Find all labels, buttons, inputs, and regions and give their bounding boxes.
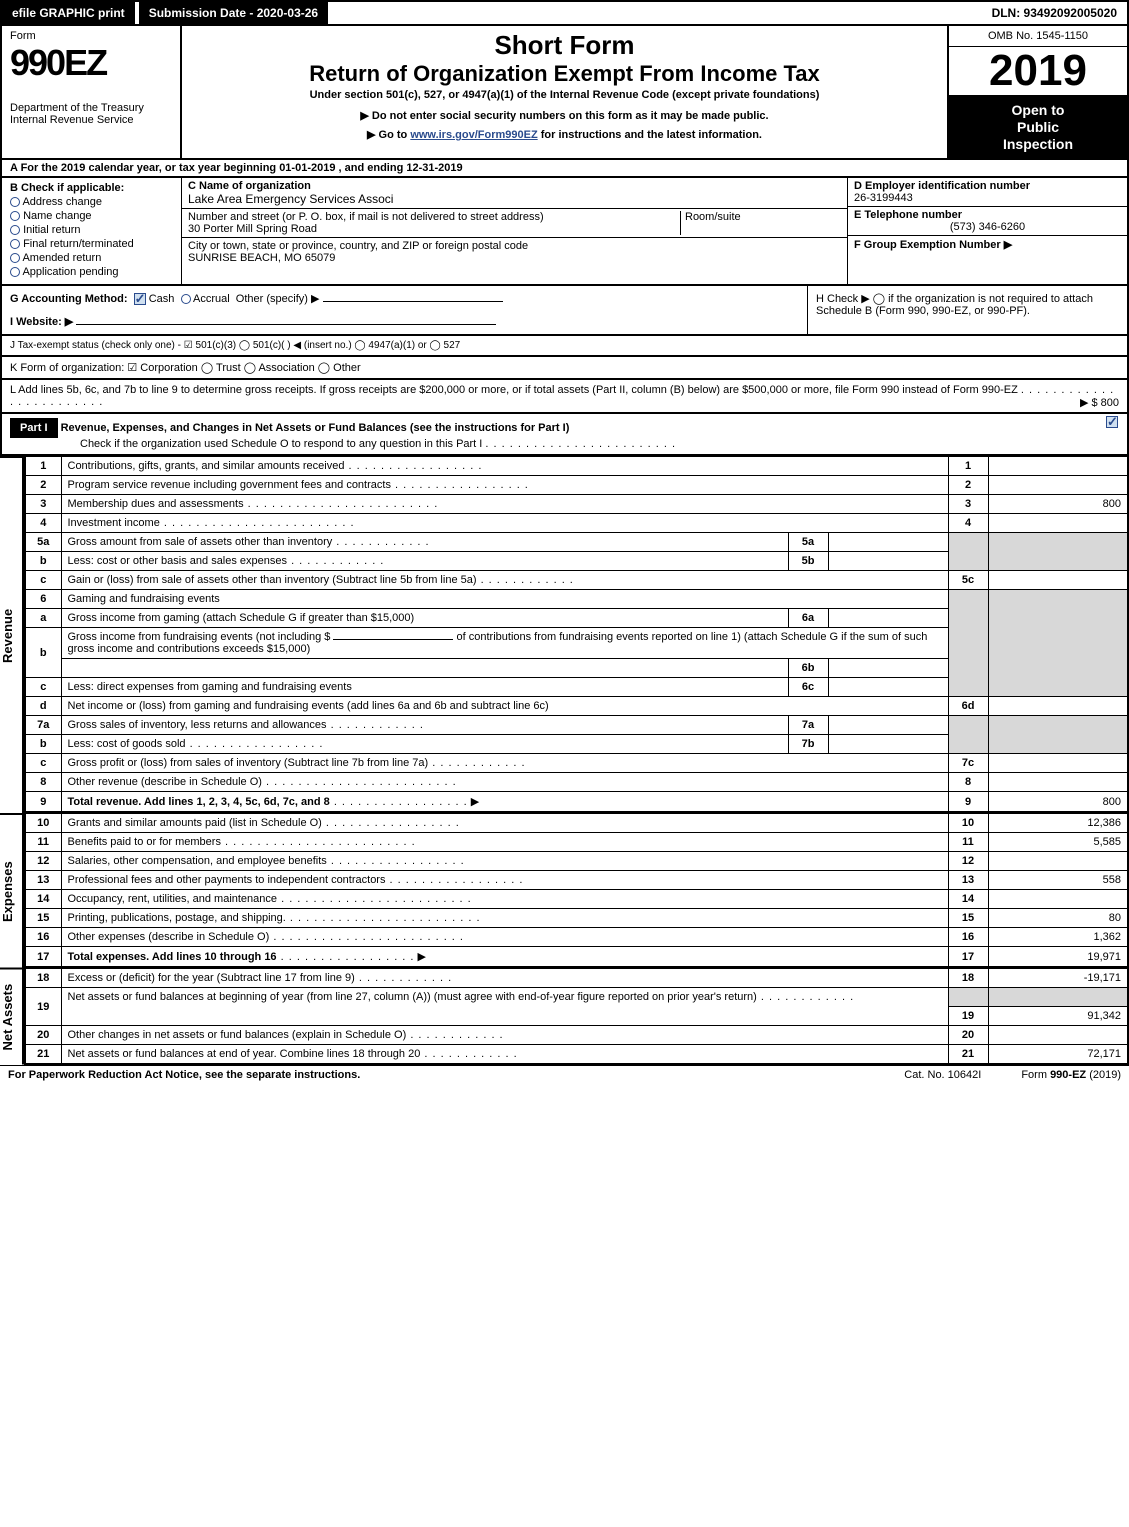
line-9-total-revenue: 800: [988, 792, 1128, 813]
row-j: J Tax-exempt status (check only one) - ☑…: [0, 336, 1129, 357]
chk-accrual[interactable]: [181, 294, 191, 304]
net-assets-section: Net Assets 18Excess or (deficit) for the…: [0, 968, 1129, 1065]
city-value: SUNRISE BEACH, MO 65079: [188, 252, 841, 264]
form-number: 990EZ: [10, 42, 172, 84]
phone-value: (573) 346-6260: [854, 221, 1121, 233]
chk-final-return[interactable]: Final return/terminated: [10, 238, 173, 250]
row-l: L Add lines 5b, 6c, and 7b to line 9 to …: [0, 380, 1129, 414]
line-18-amount: -19,171: [988, 969, 1128, 988]
revenue-section: Revenue 1Contributions, gifts, grants, a…: [0, 456, 1129, 813]
chk-application-pending[interactable]: Application pending: [10, 266, 173, 278]
form-label: Form: [10, 30, 172, 42]
open-to-public: Open to Public Inspection: [949, 96, 1127, 158]
expenses-table: 10Grants and similar amounts paid (list …: [24, 813, 1129, 968]
form-header: Form 990EZ Department of the Treasury In…: [0, 26, 1129, 160]
chk-cash[interactable]: [134, 293, 146, 305]
dln: DLN: 93492092005020: [982, 2, 1127, 24]
city-label: City or town, state or province, country…: [188, 240, 841, 252]
chk-initial-return[interactable]: Initial return: [10, 224, 173, 236]
row-g: G Accounting Method: Cash Accrual Other …: [2, 286, 807, 334]
phone-label: E Telephone number: [854, 209, 1121, 221]
chk-address-change[interactable]: Address change: [10, 196, 173, 208]
page-footer: For Paperwork Reduction Act Notice, see …: [0, 1065, 1129, 1084]
omb-number: OMB No. 1545-1150: [949, 26, 1127, 47]
catalog-number: Cat. No. 10642I: [904, 1069, 981, 1081]
org-name: Lake Area Emergency Services Associ: [188, 192, 841, 206]
g-label: G Accounting Method:: [10, 293, 128, 305]
info-block: B Check if applicable: Address change Na…: [0, 178, 1129, 286]
form-footer-label: Form 990-EZ (2019): [1021, 1069, 1121, 1081]
line-19-amount: 91,342: [988, 1006, 1128, 1025]
group-exemption-label: F Group Exemption Number ▶: [854, 238, 1121, 251]
ein-value: 26-3199443: [854, 192, 1121, 204]
goto-suffix: for instructions and the latest informat…: [541, 129, 762, 141]
header-right: OMB No. 1545-1150 2019 Open to Public In…: [947, 26, 1127, 158]
ssn-warning: ▶ Do not enter social security numbers o…: [190, 109, 939, 122]
box-def: D Employer identification number 26-3199…: [847, 178, 1127, 284]
part-i-title: Revenue, Expenses, and Changes in Net As…: [61, 422, 570, 434]
tax-year: 2019: [949, 47, 1127, 96]
row-l-text: L Add lines 5b, 6c, and 7b to line 9 to …: [10, 384, 1018, 396]
line-17-total-expenses: 19,971: [988, 947, 1128, 968]
revenue-side-label: Revenue: [0, 456, 24, 813]
line-11-amount: 5,585: [988, 833, 1128, 852]
submission-date: Submission Date - 2020-03-26: [139, 2, 328, 24]
goto-line: ▶ Go to www.irs.gov/Form990EZ for instru…: [190, 128, 939, 141]
row-i-label: I Website: ▶: [10, 316, 73, 328]
part-i-label: Part I: [10, 418, 58, 438]
paperwork-notice: For Paperwork Reduction Act Notice, see …: [8, 1069, 360, 1081]
ein-label: D Employer identification number: [854, 180, 1121, 192]
revenue-table: 1Contributions, gifts, grants, and simil…: [24, 456, 1129, 813]
part-i-check-text: Check if the organization used Schedule …: [80, 438, 482, 450]
line-16-amount: 1,362: [988, 928, 1128, 947]
row-a-tax-year: A For the 2019 calendar year, or tax yea…: [0, 160, 1129, 178]
efile-print-btn[interactable]: efile GRAPHIC print: [2, 2, 135, 24]
box-b-title: B Check if applicable:: [10, 182, 173, 194]
room-suite-label: Room/suite: [681, 211, 841, 235]
line-10-amount: 12,386: [988, 814, 1128, 833]
irs-label: Internal Revenue Service: [10, 114, 172, 126]
short-form-title: Short Form: [190, 30, 939, 61]
top-bar: efile GRAPHIC print Submission Date - 20…: [0, 0, 1129, 26]
main-title: Return of Organization Exempt From Incom…: [190, 61, 939, 87]
chk-name-change[interactable]: Name change: [10, 210, 173, 222]
box-c: C Name of organization Lake Area Emergen…: [182, 178, 847, 284]
net-assets-table: 18Excess or (deficit) for the year (Subt…: [24, 968, 1129, 1065]
goto-link[interactable]: www.irs.gov/Form990EZ: [410, 129, 537, 141]
line-15-amount: 80: [988, 909, 1128, 928]
line-3-amount: 800: [988, 495, 1128, 514]
row-h: H Check ▶ ◯ if the organization is not r…: [807, 286, 1127, 334]
addr-label: Number and street (or P. O. box, if mail…: [188, 211, 676, 223]
open-line-2: Public: [1017, 119, 1059, 135]
part-i-header: Part I Revenue, Expenses, and Changes in…: [0, 414, 1129, 456]
org-name-label: C Name of organization: [188, 180, 837, 192]
row-k: K Form of organization: ☑ Corporation ◯ …: [0, 357, 1129, 380]
subtitle: Under section 501(c), 527, or 4947(a)(1)…: [190, 89, 939, 101]
expenses-side-label: Expenses: [0, 813, 24, 968]
header-mid: Short Form Return of Organization Exempt…: [182, 26, 947, 158]
addr-value: 30 Porter Mill Spring Road: [188, 223, 676, 235]
net-assets-side-label: Net Assets: [0, 968, 24, 1065]
line-21-amount: 72,171: [988, 1044, 1128, 1064]
other-specify-input[interactable]: [323, 301, 503, 302]
box-b: B Check if applicable: Address change Na…: [2, 178, 182, 284]
line-13-amount: 558: [988, 871, 1128, 890]
chk-schedule-o[interactable]: [1106, 416, 1118, 428]
chk-amended-return[interactable]: Amended return: [10, 252, 173, 264]
header-left: Form 990EZ Department of the Treasury In…: [2, 26, 182, 158]
open-line-3: Inspection: [1003, 136, 1073, 152]
row-gh: G Accounting Method: Cash Accrual Other …: [0, 286, 1129, 336]
goto-prefix: ▶ Go to: [367, 129, 410, 141]
row-l-amount: ▶ $ 800: [1080, 396, 1119, 409]
open-line-1: Open to: [1012, 102, 1065, 118]
dept-treasury: Department of the Treasury: [10, 102, 172, 114]
expenses-section: Expenses 10Grants and similar amounts pa…: [0, 813, 1129, 968]
line-6b-contrib-input[interactable]: [333, 639, 453, 640]
website-input[interactable]: [76, 324, 496, 325]
